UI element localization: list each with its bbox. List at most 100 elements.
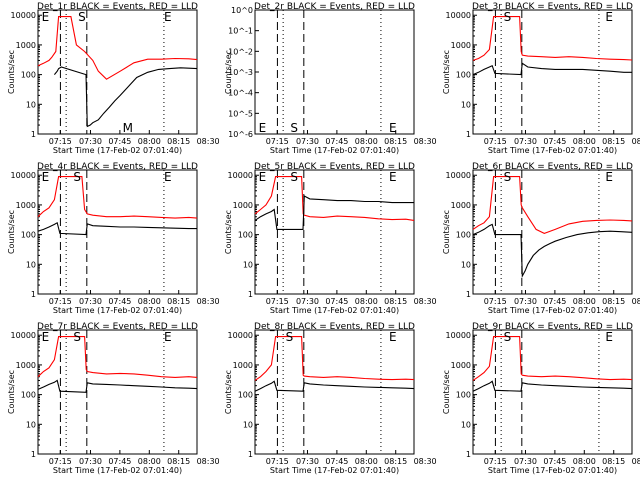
x-tick-label: 07:45 — [543, 297, 566, 306]
x-tick-label: 08:00 — [355, 297, 378, 306]
y-tick-label: 10^-6 — [228, 130, 253, 139]
x-tick-label: 07:30 — [296, 297, 319, 306]
x-tick-label: 08:30 — [197, 457, 220, 466]
y-tick-label: 1 — [466, 290, 471, 299]
x-tick-label: 07:15 — [266, 457, 289, 466]
plot-frame — [37, 169, 198, 295]
event-flag: S — [504, 170, 512, 184]
y-tick-label: 100 — [456, 391, 471, 400]
y-axis-label: Counts/sec — [224, 370, 233, 414]
chart-panel-1: Det_1r BLACK = Events, RED = LLD 1 10 100 10… — [7, 2, 220, 155]
y-tick-label: 100 — [456, 231, 471, 240]
plot-frame — [37, 329, 198, 455]
plot-frame — [472, 9, 633, 135]
y-tick-label: 100 — [21, 231, 36, 240]
x-tick-label: 07:30 — [514, 457, 537, 466]
chart-panel-2: Det_2r BLACK = Events, RED = LLD 10^-6 10^… — [224, 2, 437, 155]
chart-title: Det_1r BLACK = Events, RED = LLD — [37, 2, 198, 12]
x-tick-label: 07:15 — [484, 137, 507, 146]
y-axis-label: Counts/sec — [442, 370, 451, 414]
chart-panel-8: Det_8r BLACK = Events, RED = LLD 1 10 100 10… — [224, 322, 437, 475]
y-axis-label: Counts/sec — [7, 210, 16, 254]
x-tick-label: 07:30 — [296, 137, 319, 146]
event-flag: S — [504, 330, 512, 344]
y-tick-label: 10^-3 — [228, 68, 253, 77]
y-tick-label: 10 — [26, 260, 36, 269]
x-tick-label: 07:30 — [79, 457, 102, 466]
y-tick-label: 10000 — [446, 11, 471, 20]
event-flag: E — [42, 170, 50, 184]
y-tick-label: 10000 — [446, 171, 471, 180]
x-tick-label: 08:15 — [602, 297, 625, 306]
x-tick-label: 07:15 — [49, 457, 72, 466]
event-flag: E — [164, 10, 172, 24]
series-line-red — [37, 16, 198, 80]
y-tick-label: 1 — [248, 290, 253, 299]
chart-panel-5: Det_5r BLACK = Events, RED = LLD 1 10 100 10… — [224, 162, 437, 315]
x-tick-label: 08:15 — [384, 457, 407, 466]
x-tick-label: 07:30 — [79, 137, 102, 146]
series-line-black — [37, 379, 198, 393]
chart-title: Det_6r BLACK = Events, RED = LLD — [472, 162, 633, 172]
series-line-black — [472, 380, 633, 392]
event-flag: E — [605, 330, 613, 344]
event-flag: E — [605, 170, 613, 184]
x-tick-label: 08:00 — [355, 137, 378, 146]
chart-title: Det_9r BLACK = Events, RED = LLD — [472, 322, 633, 332]
series-line-black — [472, 62, 632, 76]
y-tick-label: 1000 — [16, 361, 36, 370]
x-axis-label: Start Time (17-Feb-02 07:01:40) — [53, 146, 182, 155]
y-tick-label: 100 — [238, 391, 253, 400]
chart-title: Det_5r BLACK = Events, RED = LLD — [254, 162, 415, 172]
event-flag: S — [290, 121, 298, 135]
event-flag: E — [605, 10, 613, 24]
x-tick-label: 08:30 — [414, 457, 437, 466]
chart-panel-3: Det_3r BLACK = Events, RED = LLD 1 10 100 10… — [442, 2, 640, 155]
x-tick-label: 08:00 — [138, 137, 161, 146]
series-line-black — [472, 223, 633, 279]
x-axis-label: Start Time (17-Feb-02 07:01:40) — [488, 306, 617, 315]
y-tick-label: 1 — [31, 290, 36, 299]
y-axis-label: Counts/sec — [224, 50, 233, 94]
event-flag: E — [389, 121, 397, 135]
x-tick-label: 08:30 — [414, 297, 437, 306]
x-tick-label: 08:30 — [197, 137, 220, 146]
plot-frame — [254, 329, 415, 455]
y-tick-label: 100 — [238, 231, 253, 240]
y-tick-label: 10^-2 — [228, 47, 253, 56]
x-tick-label: 08:30 — [632, 457, 640, 466]
chart-title: Det_3r BLACK = Events, RED = LLD — [472, 2, 633, 12]
y-tick-label: 10^-1 — [228, 27, 253, 36]
series-line-black — [254, 195, 414, 230]
plot-frame — [254, 9, 415, 135]
x-tick-label: 08:15 — [167, 297, 190, 306]
x-tick-label: 08:15 — [167, 457, 190, 466]
y-tick-label: 10000 — [446, 331, 471, 340]
series-line-black — [53, 66, 198, 128]
y-tick-label: 10000 — [11, 11, 36, 20]
x-axis-label: Start Time (17-Feb-02 07:01:40) — [53, 306, 182, 315]
y-axis-label: Counts/sec — [224, 210, 233, 254]
x-tick-label: 07:15 — [49, 297, 72, 306]
x-tick-label: 08:15 — [602, 457, 625, 466]
event-flag: E — [164, 170, 172, 184]
y-tick-label: 10000 — [11, 331, 36, 340]
x-axis-label: Start Time (17-Feb-02 07:01:40) — [53, 466, 182, 475]
y-tick-label: 1000 — [233, 201, 253, 210]
y-tick-label: 1000 — [16, 201, 36, 210]
event-flag: S — [290, 170, 298, 184]
series-line-black — [254, 380, 415, 392]
event-flag: E — [389, 330, 397, 344]
x-tick-label: 07:30 — [514, 137, 537, 146]
chart-panel-7: Det_7r BLACK = Events, RED = LLD 1 10 100 10… — [7, 322, 220, 475]
event-flag: S — [73, 330, 81, 344]
series-line-red — [37, 336, 198, 378]
x-tick-label: 07:15 — [49, 137, 72, 146]
plot-frame — [37, 9, 198, 135]
y-tick-label: 10000 — [228, 331, 253, 340]
x-tick-label: 07:45 — [325, 457, 348, 466]
y-tick-label: 1 — [248, 450, 253, 459]
series-line-red — [254, 336, 415, 381]
y-tick-label: 10 — [26, 420, 36, 429]
